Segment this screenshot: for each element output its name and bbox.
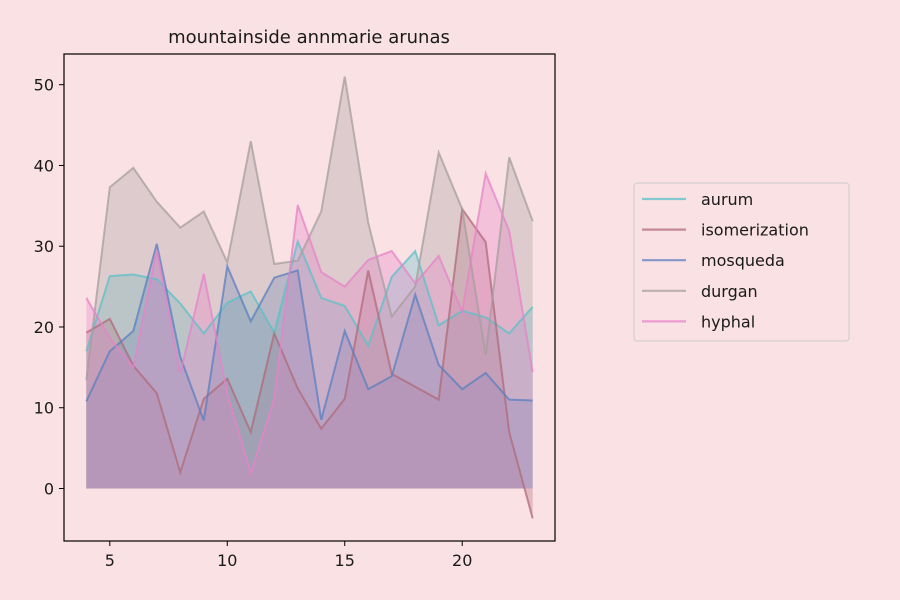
line-isomerization xyxy=(85,206,534,519)
x-axis: 5 10 15 20 xyxy=(105,541,472,570)
x-tick-label: 20 xyxy=(452,551,472,570)
area-layer xyxy=(86,76,533,519)
legend-label-isomerization: isomerization xyxy=(701,221,809,240)
area-durgan xyxy=(86,76,533,489)
line-layer xyxy=(85,76,534,519)
legend: aurum isomerization mosqueda durgan hyphal xyxy=(633,182,850,342)
plot-background xyxy=(64,54,555,541)
x-tick-label: 5 xyxy=(105,551,115,570)
chart-title: mountainside annmarie arunas xyxy=(168,27,450,48)
y-tick-label: 20 xyxy=(34,318,54,337)
x-tick-label: 15 xyxy=(335,551,355,570)
legend-box xyxy=(633,182,850,342)
area-aurum xyxy=(86,241,533,489)
plot-frame xyxy=(63,53,556,542)
area-mosqueda xyxy=(86,243,533,489)
legend-label-durgan: durgan xyxy=(701,282,758,301)
area-hyphal xyxy=(86,173,533,489)
y-tick-label: 30 xyxy=(34,237,54,256)
legend-label-aurum: aurum xyxy=(701,190,753,209)
x-tick-label: 10 xyxy=(217,551,237,570)
y-tick-label: 50 xyxy=(34,76,54,95)
y-axis: 0 10 20 30 40 50 xyxy=(34,76,64,499)
area-isomerization xyxy=(86,209,533,519)
line-hyphal xyxy=(85,169,534,477)
y-tick-label: 40 xyxy=(34,156,54,175)
y-tick-label: 0 xyxy=(44,480,54,499)
line-aurum xyxy=(85,238,534,352)
legend-label-mosqueda: mosqueda xyxy=(701,251,785,270)
legend-label-hyphal: hyphal xyxy=(701,312,755,331)
y-tick-label: 10 xyxy=(34,399,54,418)
line-mosqueda xyxy=(85,243,533,422)
